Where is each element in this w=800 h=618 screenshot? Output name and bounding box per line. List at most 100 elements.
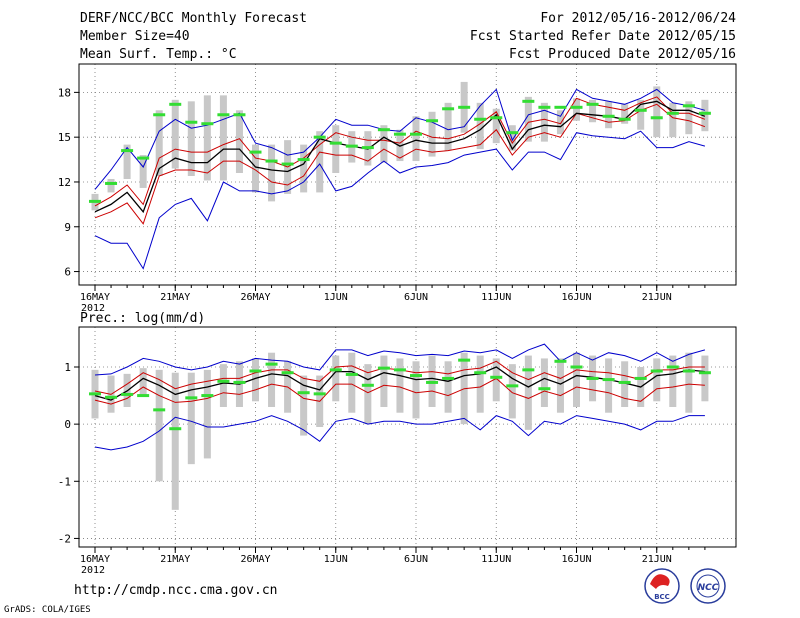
y-tick-label: -2 xyxy=(58,532,71,545)
precip-min-line xyxy=(94,415,705,451)
temp-spread-bar xyxy=(268,144,276,202)
temp-observed-marker xyxy=(169,102,182,106)
x-tick-label: 1JUN xyxy=(324,292,348,303)
precip-observed-marker xyxy=(618,380,631,384)
temp-spread-bar xyxy=(107,178,115,193)
temp-spread-bar xyxy=(621,104,629,124)
precip-observed-marker xyxy=(634,376,647,380)
precip-observed-marker xyxy=(650,369,663,373)
precip-observed-marker xyxy=(153,408,166,412)
bcc-logo-text: BCC xyxy=(654,593,670,601)
precip-spread-bar xyxy=(508,364,516,419)
grads-credit: GrADS: COLA/IGES xyxy=(4,605,91,615)
temp-observed-marker xyxy=(458,105,471,109)
temp-observed-marker xyxy=(361,146,374,150)
precip-observed-marker xyxy=(169,427,182,431)
x-tick-label: 16JUN xyxy=(561,554,591,565)
x-tick-label: 6JUN xyxy=(404,292,428,303)
x-tick-label: 16MAY xyxy=(80,292,110,303)
y-tick-label: 9 xyxy=(64,221,71,234)
precip-observed-marker xyxy=(698,371,711,375)
precip-spread-bar xyxy=(219,364,227,407)
temp-observed-marker xyxy=(329,141,342,145)
x-tick-label: 21MAY xyxy=(160,554,190,565)
temp-variable-label: Mean Surf. Temp.: °C xyxy=(80,47,237,62)
temp-max-line xyxy=(94,88,706,190)
precip-lower-line xyxy=(94,377,705,405)
temp-observed-marker xyxy=(618,117,631,121)
temp-observed-marker xyxy=(634,108,647,112)
temp-spread-bar xyxy=(476,102,484,150)
forecast-period: For 2012/05/16-2012/06/24 xyxy=(540,11,736,26)
temp-observed-marker xyxy=(265,159,278,163)
chart-title: DERF/NCC/BCC Monthly Forecast xyxy=(80,11,307,26)
footer-url[interactable]: http://cmdp.ncc.cma.gov.cn xyxy=(74,583,278,598)
precip-spread-bar xyxy=(139,368,147,396)
start-date: Fcst Started Refer Date 2012/05/15 xyxy=(469,29,736,44)
precip-spread-bar xyxy=(268,352,276,407)
precip-observed-marker xyxy=(426,380,439,384)
temp-lower-line xyxy=(94,103,706,225)
temp-observed-marker xyxy=(281,162,294,166)
precip-spread-bar xyxy=(701,355,709,402)
temp-spread-bar xyxy=(653,86,661,138)
temp-observed-marker xyxy=(249,150,262,154)
temp-observed-marker xyxy=(185,120,198,124)
precip-observed-marker xyxy=(89,392,101,396)
temp-observed-marker xyxy=(586,102,599,106)
temp-observed-marker xyxy=(377,128,390,132)
ncc-globe-icon xyxy=(696,574,720,598)
temp-observed-marker xyxy=(217,113,230,117)
temp-spread-bar xyxy=(396,129,404,162)
precip-spread-bar xyxy=(348,352,356,413)
temp-observed-marker xyxy=(682,104,695,108)
x-tick-label: 21JUN xyxy=(642,554,672,565)
temp-observed-marker xyxy=(554,105,567,109)
precip-observed-marker xyxy=(410,374,422,378)
x-tick-label: 26MAY xyxy=(240,554,270,565)
temp-spread-bar xyxy=(235,110,243,174)
y-tick-label: 18 xyxy=(58,86,71,99)
precip-observed-marker xyxy=(105,395,118,399)
temp-spread-bar xyxy=(316,131,324,193)
member-size: Member Size=40 xyxy=(80,29,190,44)
temp-observed-marker xyxy=(602,114,615,118)
precip-spread-bar xyxy=(653,358,661,402)
precip-spread-bar xyxy=(573,352,580,407)
temp-spread-bar xyxy=(524,96,532,142)
precip-observed-marker xyxy=(265,362,278,366)
temp-spread-bar xyxy=(669,102,677,138)
precip-spread-bar xyxy=(187,372,195,465)
precip-observed-marker xyxy=(137,394,150,398)
precip-spread-bar xyxy=(300,375,308,436)
precip-spread-bar xyxy=(621,361,629,407)
temp-spread-bar xyxy=(123,144,131,179)
temp-observed-marker xyxy=(650,116,663,120)
temp-spread-bar xyxy=(203,95,211,181)
precip-spread-bar xyxy=(685,352,693,413)
x-tick-label: 21MAY xyxy=(160,292,190,303)
precip-observed-marker xyxy=(185,396,198,400)
temp-observed-marker xyxy=(538,105,551,109)
temp-observed-marker xyxy=(490,116,503,120)
x-year-label: 2012 xyxy=(81,303,105,314)
temp-spread-bar xyxy=(332,125,340,174)
temp-observed-marker xyxy=(201,122,214,126)
x-tick-label: 11JUN xyxy=(481,554,511,565)
temp-observed-marker xyxy=(393,132,406,136)
precip-observed-marker xyxy=(442,376,455,380)
precip-observed-marker xyxy=(586,376,599,380)
temp-observed-marker xyxy=(233,113,246,117)
temp-spread-bar xyxy=(300,144,308,193)
precip-observed-marker xyxy=(345,372,358,376)
temp-observed-marker xyxy=(410,132,422,136)
precip-observed-marker xyxy=(329,368,342,372)
precip-observed-marker xyxy=(281,371,294,375)
temp-spread-bar xyxy=(252,144,259,193)
temp-observed-marker xyxy=(666,111,679,115)
y-tick-label: 0 xyxy=(64,418,71,431)
precip-spread-bar xyxy=(605,358,613,413)
precip-observed-marker xyxy=(361,383,374,387)
precip-observed-marker xyxy=(682,369,695,373)
precip-spread-bar xyxy=(203,369,211,459)
